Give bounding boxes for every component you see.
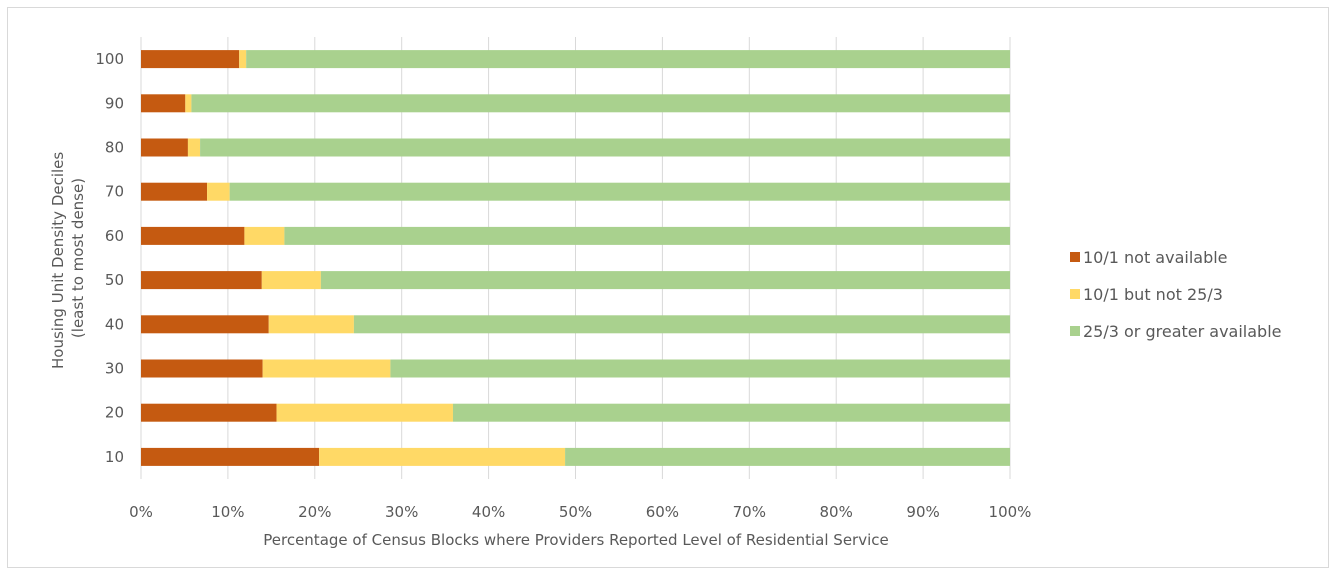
x-tick-label: 100%	[989, 503, 1032, 521]
bar-segment	[141, 359, 263, 378]
bar-segment	[141, 226, 245, 245]
bar-segment	[185, 94, 192, 113]
bar-segment	[207, 182, 230, 201]
bar-segment	[141, 94, 186, 113]
bar-segment	[319, 447, 566, 466]
bar-segment	[244, 226, 285, 245]
y-axis-title: Housing Unit Density Deciles (least to m…	[49, 147, 87, 369]
bar-segment	[320, 271, 1010, 290]
bar-segment	[141, 182, 208, 201]
bar-segment	[141, 50, 240, 69]
y-tick-label: 60	[105, 227, 124, 245]
bar-segment	[141, 138, 188, 157]
bar-segment	[390, 359, 1010, 378]
y-tick-label: 30	[105, 360, 124, 378]
legend-label: 10/1 not available	[1083, 248, 1228, 267]
x-tick-label: 70%	[733, 503, 766, 521]
bar-segment	[229, 182, 1010, 201]
bar-segment	[276, 403, 453, 422]
y-axis-ticks: 10 20 30 40 50 60 70 80 90 100	[95, 50, 124, 466]
legend: 10/1 not available 10/1 but not 25/3 25/3 …	[1070, 248, 1282, 341]
x-axis-title: Percentage of Census Blocks where Provid…	[263, 531, 888, 549]
legend-label: 10/1 but not 25/3	[1083, 285, 1223, 304]
y-tick-label: 10	[105, 448, 124, 466]
y-tick-label: 40	[105, 315, 124, 333]
x-tick-label: 40%	[472, 503, 505, 521]
bar-segment	[200, 138, 1011, 157]
bar-segment	[187, 138, 201, 157]
legend-swatch	[1070, 252, 1080, 262]
legend-swatch	[1070, 326, 1080, 336]
x-tick-label: 10%	[211, 503, 244, 521]
y-tick-label: 20	[105, 404, 124, 422]
bar-segment	[262, 359, 391, 378]
bar-segment	[284, 226, 1010, 245]
x-axis-ticks: 0% 10% 20% 30% 40% 50% 60% 70% 80% 90% 100%	[129, 503, 1031, 521]
y-axis-title-line-2: (least to most dense)	[69, 178, 87, 338]
legend-swatch	[1070, 289, 1080, 299]
y-tick-label: 90	[105, 94, 124, 112]
y-tick-label: 50	[105, 271, 124, 289]
bar-segment	[565, 447, 1010, 466]
bar-segment	[246, 50, 1011, 69]
y-tick-label: 70	[105, 183, 124, 201]
x-tick-label: 90%	[906, 503, 939, 521]
bar-segment	[141, 447, 320, 466]
bar-segment	[353, 315, 1010, 334]
bar-segment	[141, 271, 262, 290]
y-tick-label: 100	[95, 50, 124, 68]
bar-segment	[452, 403, 1010, 422]
bar-segment	[191, 94, 1011, 113]
bar-segment	[268, 315, 354, 334]
y-tick-label: 80	[105, 139, 124, 157]
bar-segment	[141, 403, 277, 422]
x-tick-label: 60%	[646, 503, 679, 521]
x-tick-label: 30%	[385, 503, 418, 521]
x-tick-label: 20%	[298, 503, 331, 521]
x-tick-label: 80%	[820, 503, 853, 521]
y-axis-title-line-1: Housing Unit Density Deciles	[49, 152, 67, 369]
legend-label: 25/3 or greater available	[1083, 322, 1282, 341]
bars	[141, 50, 1011, 466]
bar-segment	[141, 315, 269, 334]
x-tick-label: 50%	[559, 503, 592, 521]
bar-segment	[239, 50, 247, 69]
bar-segment	[261, 271, 321, 290]
x-tick-label: 0%	[129, 503, 153, 521]
